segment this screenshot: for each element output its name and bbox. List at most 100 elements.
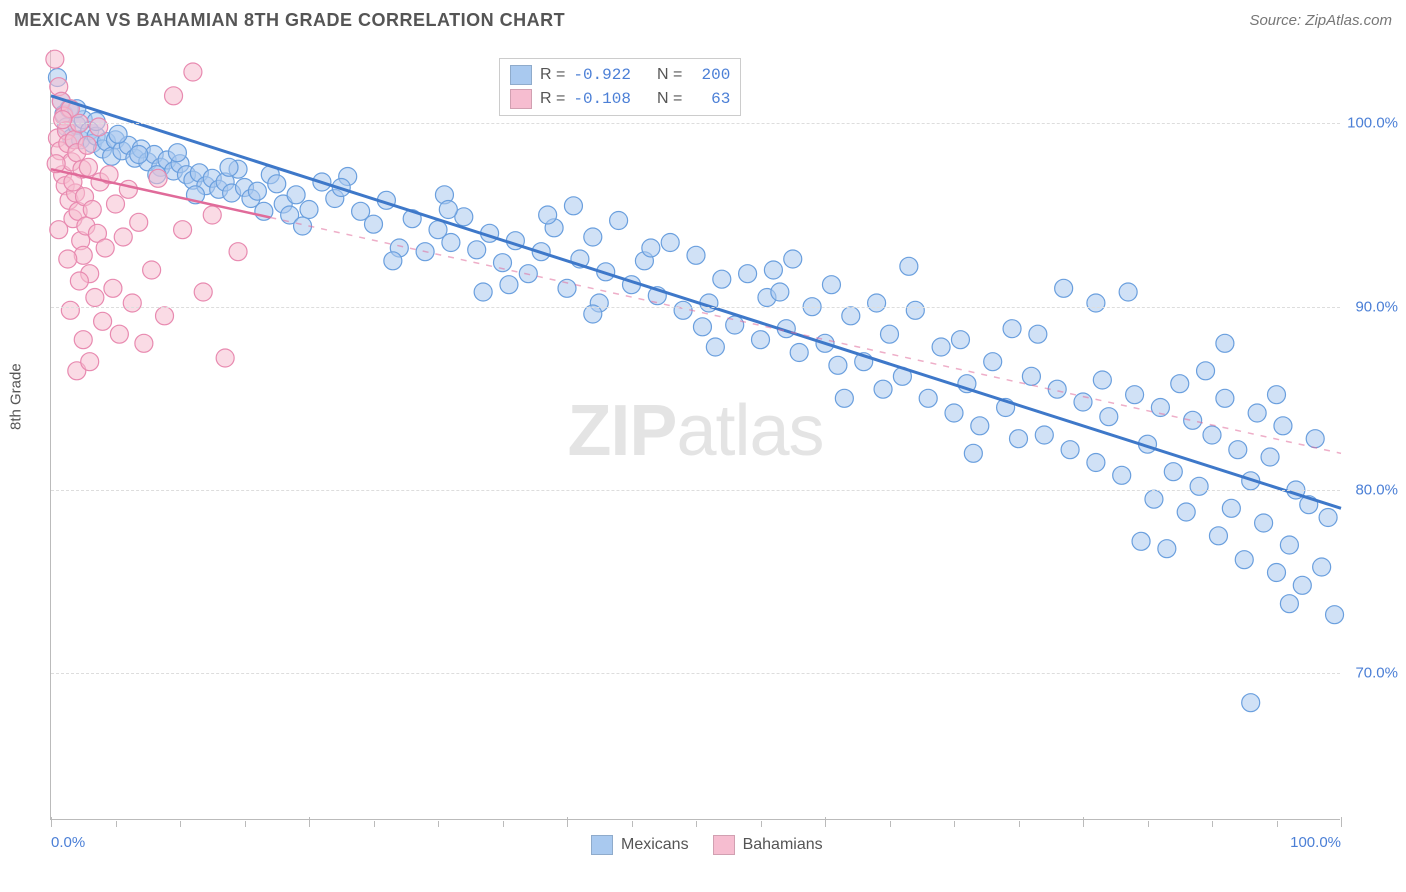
data-point [693,318,711,336]
data-point [109,125,127,143]
data-point [384,252,402,270]
chart-title: MEXICAN VS BAHAMIAN 8TH GRADE CORRELATIO… [14,10,565,31]
y-tick-label: 80.0% [1355,482,1398,499]
data-point [1319,509,1337,527]
x-tick [180,821,181,827]
data-point [1029,325,1047,343]
data-point [78,136,96,154]
data-point [1280,595,1298,613]
data-point [220,158,238,176]
data-point [706,338,724,356]
gridline-h [51,307,1340,308]
legend-label: Mexicans [621,836,689,854]
data-point [1132,532,1150,550]
data-point [287,186,305,204]
data-point [752,331,770,349]
data-point [1261,448,1279,466]
x-tick [309,817,310,827]
data-point [1087,294,1105,312]
data-point [165,87,183,105]
data-point [1061,441,1079,459]
x-tick [1212,821,1213,827]
x-tick [374,821,375,827]
data-point [1048,380,1066,398]
data-point [83,201,101,219]
data-point [539,206,557,224]
data-point [1197,362,1215,380]
data-point [642,239,660,257]
x-tick [825,817,826,827]
legend-n-value: 63 [690,90,730,108]
legend-swatch [510,89,532,109]
data-point [81,353,99,371]
data-point [1100,408,1118,426]
data-point [1274,417,1292,435]
data-point [900,257,918,275]
x-tick-label: 100.0% [1290,834,1341,851]
x-tick [696,821,697,827]
data-point [1055,279,1073,297]
x-tick [116,821,117,827]
legend-r-label: R = [540,90,565,108]
data-point [784,250,802,268]
x-tick [761,821,762,827]
data-point [1145,490,1163,508]
data-point [1268,386,1286,404]
data-point [835,389,853,407]
legend-r-value: -0.108 [573,90,631,108]
data-point [1242,694,1260,712]
data-point [1184,411,1202,429]
data-point [500,276,518,294]
data-point [1222,499,1240,517]
legend-row: R =-0.108N = 63 [510,87,730,111]
chart-svg [51,50,1340,819]
data-point [1306,430,1324,448]
data-point [1093,371,1111,389]
data-point [1087,454,1105,472]
data-point [1010,430,1028,448]
data-point [584,305,602,323]
data-point [881,325,899,343]
data-point [1313,558,1331,576]
x-tick [632,821,633,827]
data-point [1216,334,1234,352]
data-point [229,243,247,261]
data-point [906,301,924,319]
data-point [130,146,148,164]
data-point [70,272,88,290]
data-point [964,444,982,462]
data-point [971,417,989,435]
data-point [1203,426,1221,444]
data-point [558,279,576,297]
data-point [951,331,969,349]
data-point [661,234,679,252]
x-tick-label: 0.0% [51,834,85,851]
data-point [932,338,950,356]
data-point [713,270,731,288]
data-point [984,353,1002,371]
data-point [764,261,782,279]
data-point [1326,606,1344,624]
gridline-h [51,673,1340,674]
plot-area: ZIPatlas R =-0.922N =200R =-0.108N = 63 … [50,50,1340,820]
data-point [143,261,161,279]
data-point [149,169,167,187]
data-point [1229,441,1247,459]
data-point [1177,503,1195,521]
data-point [174,221,192,239]
data-point [1280,536,1298,554]
x-tick [51,817,52,827]
data-point [1074,393,1092,411]
legend-swatch [510,65,532,85]
y-axis-label: 8th Grade [8,363,25,430]
data-point [46,50,64,68]
trend-line [51,96,1341,509]
data-point [1235,551,1253,569]
data-point [1171,375,1189,393]
data-point [945,404,963,422]
gridline-h [51,490,1340,491]
data-point [1268,564,1286,582]
y-tick-label: 100.0% [1347,115,1398,132]
x-tick [503,821,504,827]
data-point [107,195,125,213]
